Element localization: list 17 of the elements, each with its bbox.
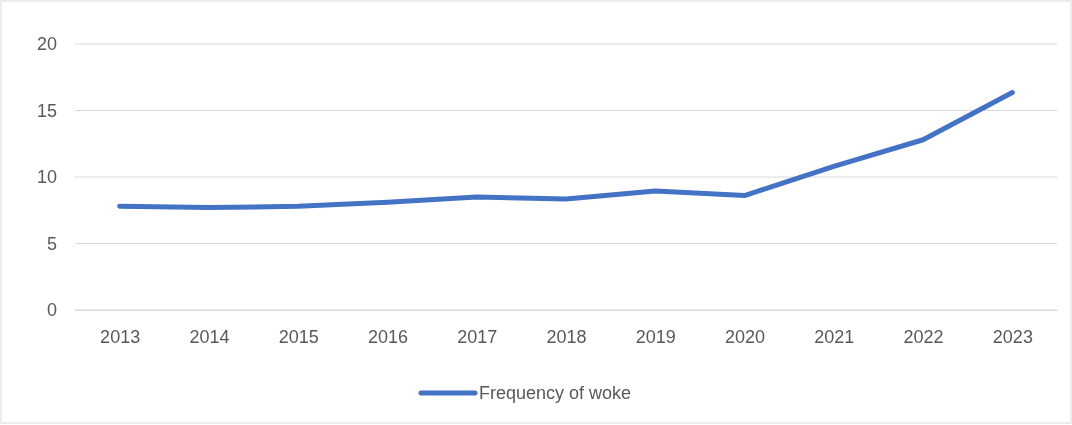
x-tick-label: 2013 [100, 326, 141, 347]
y-tick-label: 0 [46, 300, 57, 321]
y-tick-label: 20 [36, 34, 57, 55]
x-tick-label: 2017 [457, 326, 498, 347]
x-tick-label: 2018 [546, 326, 587, 347]
x-tick-label: 2023 [992, 326, 1033, 347]
x-tick-label: 2022 [903, 326, 944, 347]
x-tick-label: 2021 [814, 326, 855, 347]
x-tick-label: 2015 [278, 326, 319, 347]
x-tick-label: 2014 [189, 326, 230, 347]
y-tick-label: 15 [36, 100, 57, 121]
x-tick-label: 2019 [635, 326, 676, 347]
x-tick-label: 2020 [725, 326, 766, 347]
x-tick-label: 2016 [367, 326, 408, 347]
y-tick-label: 5 [46, 233, 57, 254]
y-tick-label: 10 [36, 167, 57, 188]
legend-label: Frequency of woke [479, 383, 632, 403]
